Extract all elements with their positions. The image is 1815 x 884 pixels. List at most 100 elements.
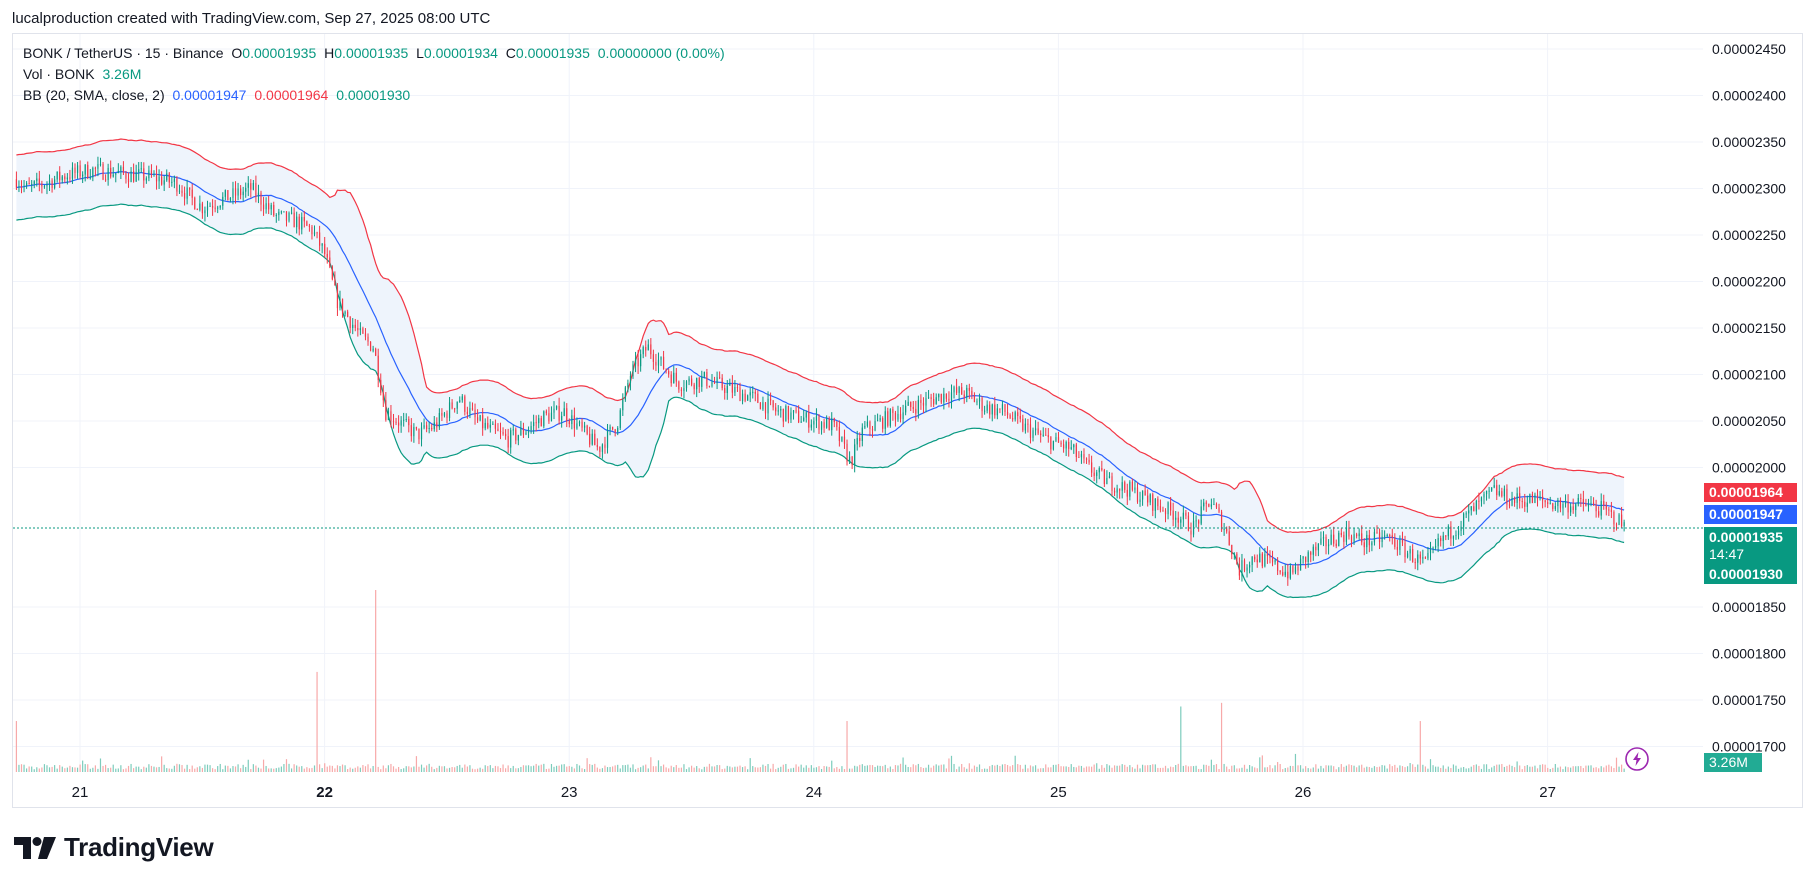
candle-body [436, 422, 438, 428]
volume-bar [74, 767, 76, 772]
candle-body [237, 188, 239, 196]
volume-bar [326, 766, 328, 772]
volume-bar [255, 765, 257, 772]
candle-body [499, 430, 502, 433]
volume-bar [1305, 766, 1307, 772]
candle-body [112, 174, 114, 177]
candle-body [369, 341, 372, 351]
volume-bar [61, 766, 63, 772]
volume-bar [902, 757, 904, 772]
volume-bar [1544, 764, 1546, 772]
volume-bar [739, 765, 741, 772]
candle-body [497, 428, 499, 431]
volume-bar [1498, 764, 1500, 772]
volume-bar [163, 764, 165, 772]
volume-bar [1126, 766, 1128, 772]
candle-body [1475, 500, 1477, 512]
candle-body [255, 182, 257, 197]
candle-body [943, 393, 945, 403]
candle-body [181, 190, 183, 194]
lightning-icon[interactable] [1624, 746, 1650, 772]
volume-bar [1098, 768, 1100, 772]
candle-body [555, 405, 558, 409]
y-tick-label: 0.00002450 [1712, 41, 1786, 57]
volume-bar [1386, 768, 1388, 772]
candle-body [991, 404, 993, 415]
volume-bar [527, 765, 530, 772]
volume-bar [1116, 765, 1118, 772]
candle-body [591, 433, 593, 445]
candle-body [933, 399, 935, 405]
volume-bar [907, 766, 909, 772]
volume-bar [749, 758, 751, 772]
volume-bar [1157, 767, 1159, 772]
volume-bar [698, 768, 700, 772]
volume-bar [515, 768, 517, 772]
candle-body [1213, 504, 1215, 506]
candle-body [535, 422, 537, 424]
candle-body [820, 422, 823, 430]
tradingview-logo[interactable]: TradingView [14, 832, 214, 863]
volume-bar [619, 768, 621, 772]
volume-bar [199, 766, 201, 772]
volume-label[interactable]: Vol · BONK [23, 66, 95, 82]
volume-bar [166, 768, 168, 772]
volume-bar [257, 767, 260, 772]
candle-body [423, 425, 425, 428]
candle-body [1605, 505, 1607, 510]
candle-body [1210, 504, 1212, 507]
volume-bar [1096, 763, 1098, 772]
candle-body [854, 444, 856, 466]
candle-body [1141, 490, 1144, 500]
volume-bar [1376, 767, 1378, 772]
volume-bar [408, 766, 410, 772]
volume-bar [112, 764, 114, 772]
candle-body [1590, 502, 1592, 504]
volume-bar [535, 763, 537, 772]
candle-body [578, 421, 581, 424]
candle-body [777, 410, 779, 412]
candle-body [1157, 498, 1159, 507]
volume-bar [357, 766, 359, 772]
volume-bar [1493, 765, 1495, 772]
volume-bar [512, 765, 514, 772]
volume-bar [1368, 767, 1370, 772]
volume-bar [1564, 766, 1567, 772]
candle-body [586, 425, 588, 434]
bollinger-band-fill [16, 139, 1625, 598]
candle-body [1317, 543, 1319, 551]
volume-bar [1187, 766, 1190, 772]
volume-bar [1531, 766, 1534, 772]
candle-body [1450, 526, 1452, 539]
volume-bar [1093, 764, 1095, 772]
candle-body [329, 257, 331, 267]
volume-bar [566, 766, 568, 772]
volume-bar [158, 766, 160, 772]
volume-bar [171, 768, 173, 772]
volume-bar [1024, 764, 1026, 772]
candle-body [127, 178, 130, 182]
volume-bar [415, 756, 418, 772]
volume-bar [1037, 768, 1039, 772]
volume-bar [846, 721, 848, 772]
candle-body [624, 387, 626, 400]
candle-body [1101, 468, 1103, 470]
symbol-label[interactable]: BONK / TetherUS · 15 · Binance [23, 45, 224, 61]
volume-bar [744, 766, 746, 772]
volume-bar [1333, 766, 1335, 772]
candle-body [647, 344, 649, 351]
volume-bar [1539, 764, 1541, 772]
volume-bar [217, 766, 219, 772]
chart-frame[interactable] [12, 33, 1803, 808]
candle-body [54, 179, 56, 188]
candle-body [426, 425, 428, 429]
candle-body [1460, 526, 1462, 531]
candle-body [754, 391, 756, 394]
volume-bar [1399, 765, 1401, 772]
volume-bar [403, 768, 405, 772]
volume-bar [1350, 765, 1353, 772]
volume-bar [285, 759, 288, 772]
candle-body [1406, 553, 1409, 558]
bb-label[interactable]: BB (20, SMA, close, 2) [23, 87, 165, 103]
